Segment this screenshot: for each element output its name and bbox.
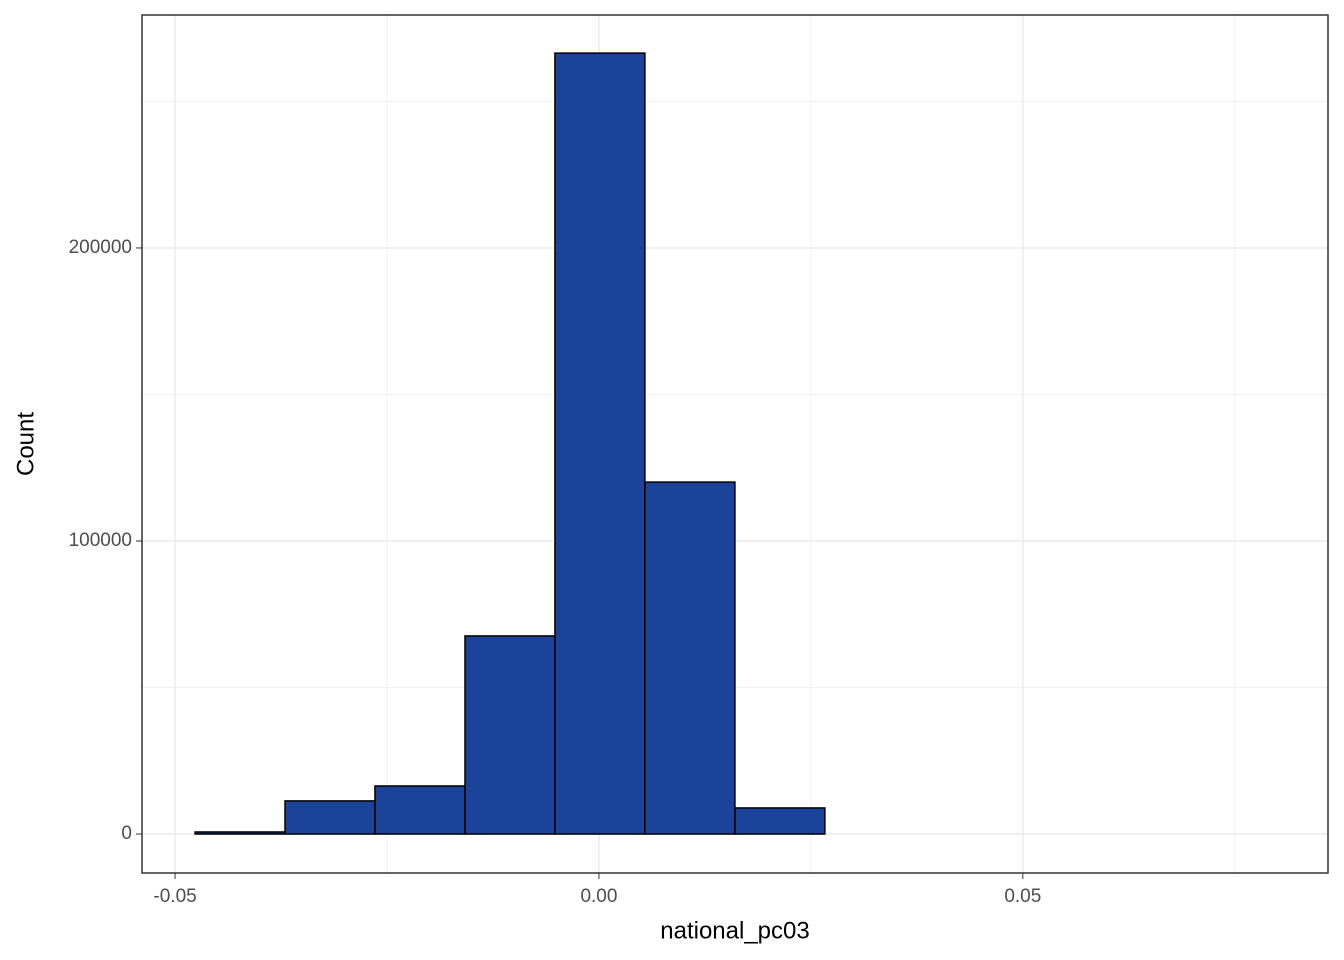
x-tick-label: 0.00 <box>580 886 617 907</box>
bar <box>734 807 826 835</box>
x-axis-title: national_pc03 <box>660 917 809 944</box>
plot-border <box>141 14 1329 874</box>
x-tick-label: 0.05 <box>1004 886 1041 907</box>
y-tick-label: 100000 <box>69 530 132 551</box>
bar <box>644 481 736 835</box>
bar <box>284 800 376 835</box>
y-axis-title: Count <box>12 412 39 476</box>
y-tick-label: 200000 <box>69 237 132 258</box>
bar <box>464 635 556 835</box>
bar <box>374 785 466 835</box>
bar <box>194 831 286 835</box>
y-tick-label: 0 <box>121 823 132 844</box>
bar <box>554 52 646 835</box>
x-tick-label: -0.05 <box>153 886 196 907</box>
